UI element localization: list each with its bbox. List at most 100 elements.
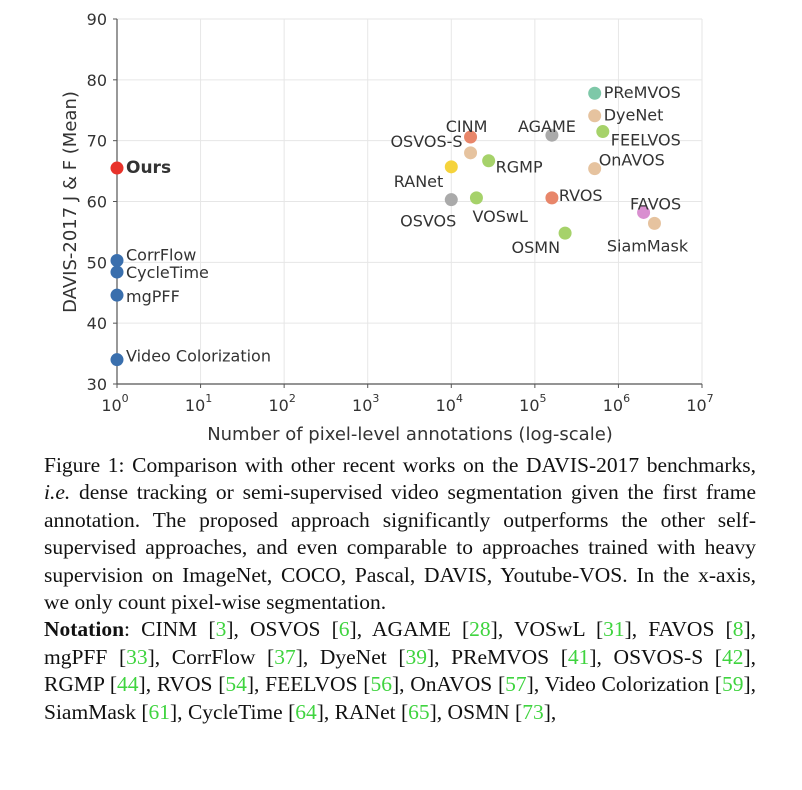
reference-link[interactable]: 42 [721, 644, 744, 669]
point-ranet [444, 160, 458, 174]
reference-link[interactable]: 57 [505, 672, 527, 697]
point-favos [637, 205, 651, 219]
point-dyenet [588, 109, 602, 123]
notation-label: Notation [44, 617, 125, 642]
point-osvos [444, 193, 458, 207]
point-label-cinm: CINM [446, 117, 488, 136]
point-label-ours: Ours [126, 158, 171, 178]
point-label-rvos: RVOS [559, 186, 603, 205]
point-osvos-s [464, 146, 478, 160]
reference-link[interactable]: 73 [522, 699, 544, 724]
notation-item: AGAME [28], [362, 617, 504, 642]
notation-item: RGMP [44], [44, 672, 152, 697]
x-axis-title: Number of pixel-level annotations (log-s… [207, 424, 613, 445]
reference-link[interactable]: 37 [274, 644, 296, 669]
y-tick-label: 70 [87, 132, 107, 151]
x-tick-label: 106 [603, 392, 630, 415]
point-label-video-colorization: Video Colorization [126, 347, 271, 366]
reference-link[interactable]: 54 [225, 672, 247, 697]
point-rgmp [482, 154, 496, 168]
x-tick-label: 103 [352, 392, 379, 415]
point-voswl [469, 191, 483, 205]
reference-link[interactable]: 65 [408, 699, 430, 724]
point-label-ranet: RANet [394, 172, 444, 191]
caption-text-2: dense tracking or semi-supervised video … [44, 480, 756, 615]
notation-item: DyeNet [39], [308, 644, 440, 669]
point-label-rgmp: RGMP [496, 158, 543, 177]
point-ours [110, 161, 124, 175]
y-tick-label: 90 [87, 10, 107, 29]
point-video-colorization [110, 353, 124, 367]
reference-link[interactable]: 8 [732, 617, 744, 642]
notation-item: OSVOS [6], [238, 617, 363, 642]
notation-item: OSVOS-S [42], [601, 644, 756, 669]
x-tick-label: 104 [436, 392, 463, 415]
notation-items: CINM [3], OSVOS [6], AGAME [28], VOSwL [… [44, 617, 756, 723]
point-mgpff [110, 288, 124, 302]
caption-ie: i.e. [44, 480, 71, 505]
caption-paragraph: Figure 1: Comparison with other recent w… [44, 452, 756, 616]
point-label-osvos: OSVOS [400, 212, 456, 231]
notation-item: SiamMask [61], [44, 699, 183, 724]
point-rvos [545, 191, 559, 205]
point-label-corrflow: CorrFlow [126, 246, 196, 265]
point-osmn [558, 226, 572, 240]
reference-link[interactable]: 31 [603, 617, 625, 642]
reference-link[interactable]: 28 [469, 617, 491, 642]
notation-paragraph: Notation: CINM [3], OSVOS [6], AGAME [28… [44, 616, 756, 726]
point-label-favos: FAVOS [630, 194, 681, 213]
x-tick-label: 100 [101, 392, 128, 415]
y-tick-label: 50 [87, 253, 107, 272]
notation-item: FAVOS [8], [637, 617, 756, 642]
point-onavos [588, 162, 602, 176]
notation-item: CorrFlow [37], [160, 644, 309, 669]
figure-label: Figure 1: [44, 453, 125, 477]
x-tick-label: 107 [686, 392, 713, 415]
point-cycletime [110, 265, 124, 279]
point-feelvos [596, 125, 610, 139]
notation-item: CINM [3], [130, 617, 239, 642]
point-agame [545, 128, 559, 142]
notation-item: OnAVOS [57], [404, 672, 540, 697]
reference-link[interactable]: 41 [567, 644, 590, 669]
point-premvos [588, 86, 602, 100]
x-tick-label: 101 [185, 392, 212, 415]
scatter-chart: 30 40 50 60 70 80 90 100 101 102 103 104 105 106 107 O… [60, 10, 714, 445]
notation-item: Video Colorization [59], [539, 672, 756, 697]
point-label-cycletime: CycleTime [126, 263, 209, 282]
reference-link[interactable]: 64 [295, 699, 317, 724]
reference-link[interactable]: 59 [721, 672, 744, 697]
reference-link[interactable]: 44 [117, 672, 139, 697]
reference-link[interactable]: 3 [215, 617, 227, 642]
notation-item: VOSwL [31], [503, 617, 638, 642]
point-label-osvos-s: OSVOS-S [390, 132, 462, 151]
caption-text: Comparison with other recent works on th… [124, 453, 756, 477]
notation-item: PReMVOS [41], [439, 644, 602, 669]
point-label-siammask: SiamMask [607, 236, 689, 255]
reference-link[interactable]: 6 [338, 617, 350, 642]
notation-item: FEELVOS [56], [259, 672, 405, 697]
chart-grid [116, 18, 703, 385]
point-label-premvos: PReMVOS [604, 83, 681, 102]
point-label-feelvos: FEELVOS [611, 131, 681, 150]
y-tick-label: 30 [87, 375, 107, 394]
point-cinm [464, 130, 478, 144]
notation-item: OSMN [73], [442, 699, 557, 724]
point-label-voswl: VOSwL [472, 207, 528, 226]
notation-item: RVOS [54], [151, 672, 260, 697]
reference-link[interactable]: 33 [126, 644, 148, 669]
chart-ticks: 30 40 50 60 70 80 90 100 101 102 103 104 105 106 107 [87, 10, 714, 415]
y-tick-label: 40 [87, 314, 107, 333]
reference-link[interactable]: 56 [370, 672, 392, 697]
point-label-dyenet: DyeNet [604, 106, 664, 125]
y-tick-label: 80 [87, 71, 107, 90]
notation-item: CycleTime [64], [182, 699, 330, 724]
point-label-mgpff: mgPFF [126, 287, 180, 306]
y-axis-title: DAVIS-2017 J & F (Mean) [60, 91, 81, 313]
reference-link[interactable]: 61 [148, 699, 171, 724]
reference-link[interactable]: 39 [405, 644, 427, 669]
notation-colon: : [124, 617, 131, 642]
x-tick-label: 102 [268, 392, 295, 415]
notation-item: mgPFF [33], [44, 644, 161, 669]
